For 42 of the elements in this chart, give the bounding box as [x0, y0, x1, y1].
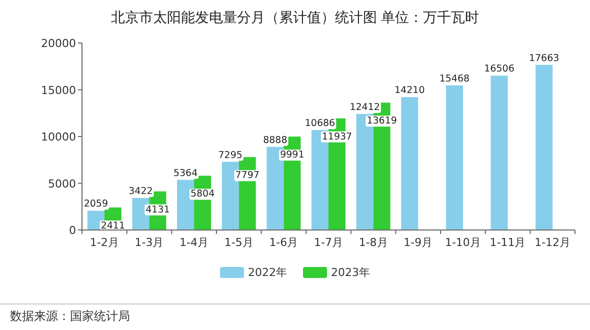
data-label: 7797 — [235, 170, 260, 182]
x-tick-label: 1-7月 — [314, 236, 343, 249]
legend-label: 2023年 — [331, 266, 370, 279]
y-tick-label: 0 — [69, 224, 76, 237]
y-tick-label: 20000 — [41, 37, 76, 50]
x-tick-label: 1-4月 — [180, 236, 209, 249]
legend-label: 2022年 — [248, 266, 287, 279]
data-label: 8888 — [263, 134, 288, 146]
data-label: 4131 — [146, 204, 170, 216]
x-tick-label: 1-12月 — [534, 236, 571, 249]
data-label: 5804 — [190, 188, 215, 200]
x-tick-label: 1-5月 — [224, 236, 254, 249]
data-label: 15468 — [439, 73, 470, 84]
x-tick-label: 1-10月 — [444, 236, 481, 249]
y-tick-label: 10000 — [41, 130, 76, 144]
x-tick-label: 1-11月 — [490, 236, 526, 249]
data-label: 5364 — [173, 168, 198, 179]
data-label: 9991 — [280, 150, 304, 161]
x-tick-label: 1-2月 — [90, 236, 119, 249]
bar — [490, 76, 508, 230]
data-label: 10686 — [304, 118, 336, 130]
data-label: 11937 — [322, 131, 352, 142]
data-label: 3422 — [128, 186, 153, 198]
bar — [401, 97, 418, 230]
data-label: 14210 — [394, 85, 425, 96]
data-label: 17663 — [528, 52, 560, 64]
chart-title: 北京市太阳能发电量分月（累计值）统计图 单位：万千瓦时 — [110, 10, 480, 26]
data-label: 2411 — [100, 220, 126, 232]
data-label: 7295 — [218, 150, 242, 161]
y-tick-label: 15000 — [41, 84, 76, 97]
data-label: 13619 — [366, 116, 397, 127]
bar — [536, 64, 553, 230]
bar — [446, 85, 463, 230]
data-label: 2059 — [84, 198, 108, 210]
source-note: 数据来源：国家统计局 — [10, 309, 130, 323]
x-tick-label: 1-8月 — [358, 236, 388, 249]
x-tick-label: 1-9月 — [404, 236, 433, 249]
data-label: 12412 — [350, 102, 380, 113]
y-tick-label: 5000 — [48, 177, 76, 190]
data-label: 16506 — [484, 64, 514, 75]
x-tick-label: 1-6月 — [269, 236, 298, 249]
x-tick-label: 1-3月 — [134, 236, 164, 249]
